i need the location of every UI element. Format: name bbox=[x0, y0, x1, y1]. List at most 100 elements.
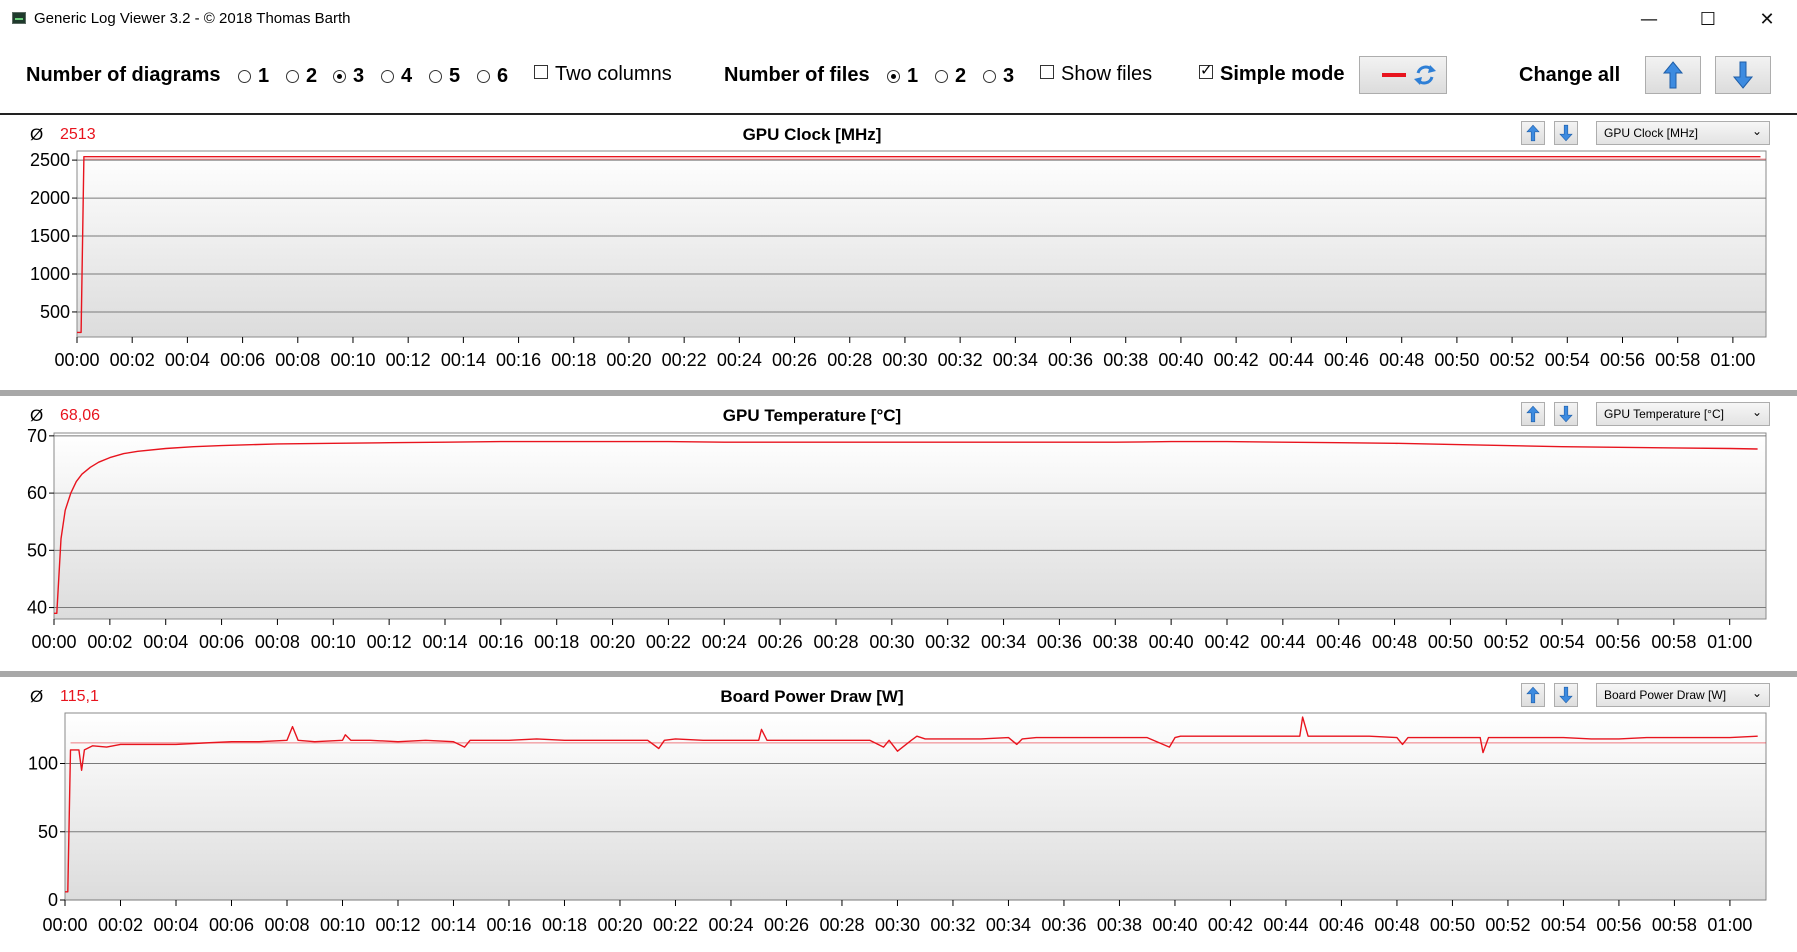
panel-move-down-button[interactable] bbox=[1554, 683, 1578, 707]
radio-icon bbox=[935, 70, 948, 83]
simple-mode-checkbox[interactable]: Simple mode bbox=[1199, 61, 1344, 86]
metric-select[interactable]: GPU Temperature [°C] ⌄ bbox=[1596, 402, 1770, 426]
x-tick-label: 00:52 bbox=[1490, 350, 1535, 370]
x-tick-label: 00:30 bbox=[875, 915, 920, 935]
arrow-down-icon bbox=[1559, 405, 1573, 423]
x-tick-label: 00:16 bbox=[496, 350, 541, 370]
diagram-option-6[interactable]: 6 bbox=[477, 65, 508, 88]
x-tick-label: 00:32 bbox=[930, 915, 975, 935]
color-refresh-button[interactable] bbox=[1359, 56, 1447, 94]
x-tick-label: 00:56 bbox=[1595, 632, 1640, 652]
file-option-1[interactable]: 1 bbox=[887, 65, 918, 88]
average-value: 68,06 bbox=[60, 407, 101, 424]
show-files-checkbox[interactable]: Show files bbox=[1040, 63, 1152, 86]
close-button[interactable]: ✕ bbox=[1759, 8, 1775, 30]
x-tick-label: 00:08 bbox=[255, 632, 300, 652]
x-tick-label: 00:00 bbox=[54, 350, 99, 370]
average-value: 2513 bbox=[60, 126, 96, 143]
x-tick-label: 00:02 bbox=[87, 632, 132, 652]
radio-icon bbox=[429, 70, 442, 83]
maximize-button[interactable]: ☐ bbox=[1699, 8, 1717, 30]
x-tick-label: 00:46 bbox=[1316, 632, 1361, 652]
panel-move-down-button[interactable] bbox=[1554, 402, 1578, 426]
move-up-all-button[interactable] bbox=[1645, 56, 1701, 94]
x-tick-label: 00:06 bbox=[199, 632, 244, 652]
panel-move-up-button[interactable] bbox=[1521, 683, 1545, 707]
y-tick-label: 50 bbox=[27, 540, 47, 560]
x-tick-label: 00:22 bbox=[653, 915, 698, 935]
x-tick-label: 00:42 bbox=[1204, 632, 1249, 652]
x-tick-label: 00:58 bbox=[1652, 915, 1697, 935]
x-tick-label: 00:54 bbox=[1545, 350, 1590, 370]
series-line bbox=[77, 156, 1761, 334]
move-down-all-button[interactable] bbox=[1715, 56, 1771, 94]
x-tick-label: 00:04 bbox=[165, 350, 210, 370]
x-tick-label: 00:20 bbox=[606, 350, 651, 370]
metric-select[interactable]: GPU Clock [MHz] ⌄ bbox=[1596, 121, 1770, 145]
x-tick-label: 00:08 bbox=[275, 350, 320, 370]
chevron-down-icon: ⌄ bbox=[1751, 686, 1762, 700]
x-tick-label: 00:20 bbox=[597, 915, 642, 935]
x-tick-label: 00:40 bbox=[1152, 915, 1197, 935]
x-tick-label: 00:06 bbox=[209, 915, 254, 935]
x-tick-label: 00:42 bbox=[1208, 915, 1253, 935]
x-tick-label: 00:48 bbox=[1379, 350, 1424, 370]
x-tick-label: 00:38 bbox=[1093, 632, 1138, 652]
x-tick-label: 00:30 bbox=[869, 632, 914, 652]
average-value: 115,1 bbox=[60, 688, 99, 705]
panel-move-up-button[interactable] bbox=[1521, 121, 1545, 145]
y-tick-label: 50 bbox=[38, 822, 58, 842]
x-tick-label: 00:32 bbox=[938, 350, 983, 370]
y-tick-label: 40 bbox=[27, 598, 47, 618]
radio-icon bbox=[286, 70, 299, 83]
diagram-option-3[interactable]: 3 bbox=[333, 65, 364, 88]
metric-select[interactable]: Board Power Draw [W] ⌄ bbox=[1596, 683, 1770, 707]
board-power-chart: 0 50 100 00:00 00:02 00:04 00:06 00:08 00:10 00:1… bbox=[28, 712, 1767, 935]
diagram-option-5[interactable]: 5 bbox=[429, 65, 460, 88]
x-tick-label: 00:02 bbox=[98, 915, 143, 935]
file-option-2[interactable]: 2 bbox=[935, 65, 966, 88]
radio-icon bbox=[381, 70, 394, 83]
minimize-button[interactable]: — bbox=[1640, 8, 1658, 30]
x-tick-label: 00:58 bbox=[1655, 350, 1700, 370]
y-tick-label: 2000 bbox=[30, 188, 70, 208]
chevron-down-icon: ⌄ bbox=[1751, 405, 1762, 419]
x-tick-label: 00:04 bbox=[153, 915, 198, 935]
diagram-option-1[interactable]: 1 bbox=[238, 65, 269, 88]
panel-move-up-button[interactable] bbox=[1521, 402, 1545, 426]
x-tick-label: 00:18 bbox=[534, 632, 579, 652]
two-columns-checkbox[interactable]: Two columns bbox=[534, 63, 672, 86]
x-tick-label: 00:36 bbox=[1048, 350, 1093, 370]
diagram-option-2[interactable]: 2 bbox=[286, 65, 317, 88]
diagram-panel-2: Ø 68,06 GPU Temperature [°C] GPU Tempera… bbox=[0, 396, 1797, 671]
file-option-3[interactable]: 3 bbox=[983, 65, 1014, 88]
change-all-label: Change all bbox=[1519, 64, 1621, 86]
arrow-up-icon bbox=[1526, 405, 1540, 423]
y-tick-label: 70 bbox=[27, 426, 47, 446]
x-tick-label: 00:16 bbox=[486, 915, 531, 935]
x-tick-label: 00:18 bbox=[551, 350, 596, 370]
checkbox-icon bbox=[1040, 64, 1054, 79]
panel-divider[interactable] bbox=[0, 671, 1797, 677]
average-symbol: Ø bbox=[30, 125, 44, 144]
x-tick-label: 00:14 bbox=[422, 632, 467, 652]
arrow-down-icon bbox=[1559, 686, 1573, 704]
diagram-option-4[interactable]: 4 bbox=[381, 65, 412, 88]
panel-move-down-button[interactable] bbox=[1554, 121, 1578, 145]
files-label: Number of files bbox=[724, 64, 870, 86]
gpu-temperature-chart: 40 50 60 70 00:00 00:02 00:04 00:06 00:08 00:10 00… bbox=[27, 426, 1767, 652]
diagram-panel-3: Ø 115,1 Board Power Draw [W] Board Power… bbox=[0, 677, 1797, 952]
title-bar: Generic Log Viewer 3.2 - © 2018 Thomas B… bbox=[0, 0, 1797, 38]
app-icon bbox=[12, 12, 26, 24]
x-tick-label: 00:10 bbox=[311, 632, 356, 652]
arrow-up-icon bbox=[1526, 686, 1540, 704]
x-tick-label: 00:06 bbox=[220, 350, 265, 370]
y-tick-label: 1500 bbox=[30, 226, 70, 246]
x-tick-label: 00:50 bbox=[1430, 915, 1475, 935]
plot-area bbox=[64, 712, 1767, 901]
average-symbol: Ø bbox=[30, 687, 44, 706]
x-tick-label: 00:02 bbox=[110, 350, 155, 370]
panel-divider[interactable] bbox=[0, 390, 1797, 396]
x-tick-label: 00:42 bbox=[1214, 350, 1259, 370]
x-tick-label: 00:44 bbox=[1263, 915, 1308, 935]
